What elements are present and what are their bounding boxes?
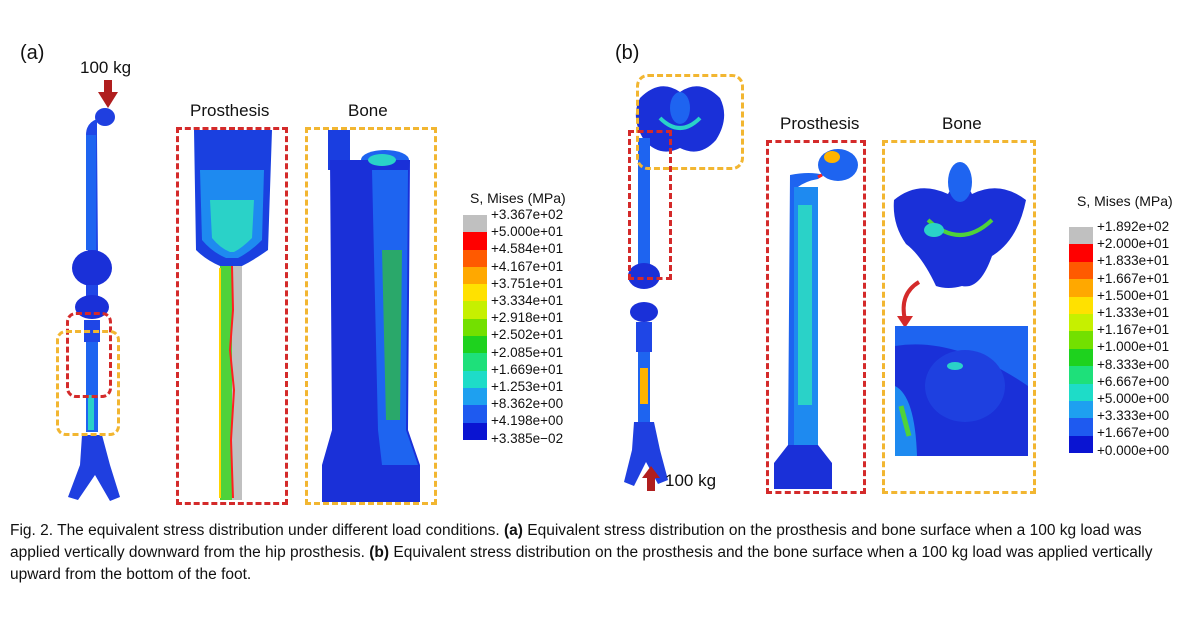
legend-value: +6.667e+00	[1097, 373, 1170, 389]
legend-value: +4.198e+00	[491, 413, 564, 429]
legend-value: +3.751e+01	[491, 275, 564, 291]
caption-b-text: Equivalent stress distribution on the pr…	[10, 544, 1153, 583]
bone-box-a	[305, 127, 437, 505]
legend-title-b: S, Mises (MPa)	[1077, 193, 1173, 209]
prosthesis-region-box-a	[66, 312, 112, 398]
zoom-arrow-icon	[897, 280, 921, 328]
prosthesis-render-a	[194, 130, 272, 500]
legend-swatch	[1069, 261, 1093, 280]
legend-values-b: +1.892e+02 +2.000e+01 +1.833e+01 +1.667e…	[1097, 218, 1169, 459]
prosthesis-region-box-b	[628, 130, 672, 280]
zoom-detail-render-b	[895, 326, 1028, 456]
legend-value: +0.000e+00	[1097, 442, 1170, 458]
bone-box-b	[882, 140, 1036, 494]
leg-model-b	[624, 86, 725, 486]
legend-value: +1.667e+00	[1097, 425, 1170, 441]
bone-render-a	[322, 130, 420, 502]
legend-swatch	[463, 336, 487, 354]
legend-value: +2.085e+01	[491, 344, 564, 360]
figure-caption: Fig. 2. The equivalent stress distributi…	[10, 520, 1190, 586]
legend-swatch	[1069, 296, 1093, 314]
legend-values-a: +3.367e+02 +5.000e+01 +4.584e+01 +4.167e…	[491, 206, 563, 447]
caption-a-tag: (a)	[504, 522, 523, 539]
legend-value: +3.367e+02	[491, 207, 564, 222]
legend-colorbar-a	[463, 215, 487, 441]
legend-value: +1.333e+01	[1097, 305, 1170, 321]
legend-swatch	[1069, 418, 1093, 436]
legend-value: +2.000e+01	[1097, 236, 1170, 252]
legend-swatch	[1069, 366, 1093, 384]
legend-swatch	[1069, 313, 1093, 332]
legend-swatch	[463, 284, 487, 302]
legend-swatch	[463, 266, 487, 285]
legend-swatch	[1069, 435, 1093, 454]
legend-value: +1.892e+02	[1097, 219, 1170, 234]
panel-b-load-label: 100 kg	[665, 471, 717, 490]
legend-value: +3.385e−02	[491, 430, 564, 446]
legend-swatch	[463, 215, 487, 233]
legend-value: +4.584e+01	[491, 241, 564, 257]
caption-fig: Fig. 2. The equivalent stress distributi…	[10, 522, 504, 539]
pelvis-render-b	[893, 162, 1026, 288]
legend-swatch	[463, 301, 487, 319]
leg-model-a	[68, 108, 120, 501]
legend-value: +2.918e+01	[491, 310, 564, 326]
legend-swatch	[463, 318, 487, 337]
legend-swatch	[1069, 227, 1093, 245]
prosthesis-box-a	[176, 127, 288, 505]
legend-value: +1.833e+01	[1097, 253, 1170, 269]
legend-value: +5.000e+01	[491, 224, 564, 240]
legend-colorbar-b	[1069, 227, 1093, 454]
legend-swatch	[1069, 279, 1093, 297]
legend-title-a: S, Mises (MPa)	[470, 190, 566, 206]
legend-value: +1.167e+01	[1097, 322, 1170, 338]
legend-value: +2.502e+01	[491, 327, 564, 343]
legend-value: +1.253e+01	[491, 379, 564, 395]
panel-b-label: (b)	[615, 42, 640, 64]
legend-swatch	[1069, 244, 1093, 262]
legend-value: +8.362e+00	[491, 396, 564, 412]
heading-prosthesis-b: Prosthesis	[780, 114, 860, 133]
caption-b-tag: (b)	[369, 544, 390, 561]
prosthesis-render-b	[774, 149, 858, 489]
legend-swatch	[1069, 348, 1093, 367]
legend-swatch	[463, 249, 487, 267]
legend-value: +1.669e+01	[491, 361, 564, 377]
bone-region-box-a	[56, 330, 120, 436]
pelvis-region-box-b	[636, 74, 744, 170]
legend-value: +1.500e+01	[1097, 287, 1170, 303]
legend-swatch	[463, 353, 487, 371]
legend-swatch	[463, 370, 487, 388]
legend-value: +3.333e+00	[1097, 408, 1170, 424]
prosthesis-box-b	[766, 140, 866, 494]
legend-swatch	[1069, 383, 1093, 401]
legend-swatch	[463, 422, 487, 440]
legend-value: +3.334e+01	[491, 293, 564, 309]
legend-swatch	[1069, 331, 1093, 349]
load-arrow-up-icon	[642, 466, 660, 491]
legend-swatch	[1069, 400, 1093, 419]
legend-value: +4.167e+01	[491, 258, 564, 274]
legend-value: +1.000e+01	[1097, 339, 1170, 355]
legend-value: +8.333e+00	[1097, 356, 1170, 372]
caption-a-text: Equivalent stress distribution on the pr…	[10, 522, 1142, 561]
panel-a-load-label: 100 kg	[80, 58, 132, 77]
legend-value: +5.000e+00	[1097, 391, 1170, 407]
heading-prosthesis-a: Prosthesis	[190, 101, 270, 120]
legend-value: +1.667e+01	[1097, 270, 1170, 286]
panel-a-label: (a)	[20, 42, 45, 64]
legend-swatch	[463, 232, 487, 250]
legend-swatch	[463, 405, 487, 423]
load-arrow-down-icon	[98, 80, 118, 108]
legend-swatch	[463, 387, 487, 406]
heading-bone-a: Bone	[348, 101, 388, 120]
heading-bone-b: Bone	[942, 114, 982, 133]
